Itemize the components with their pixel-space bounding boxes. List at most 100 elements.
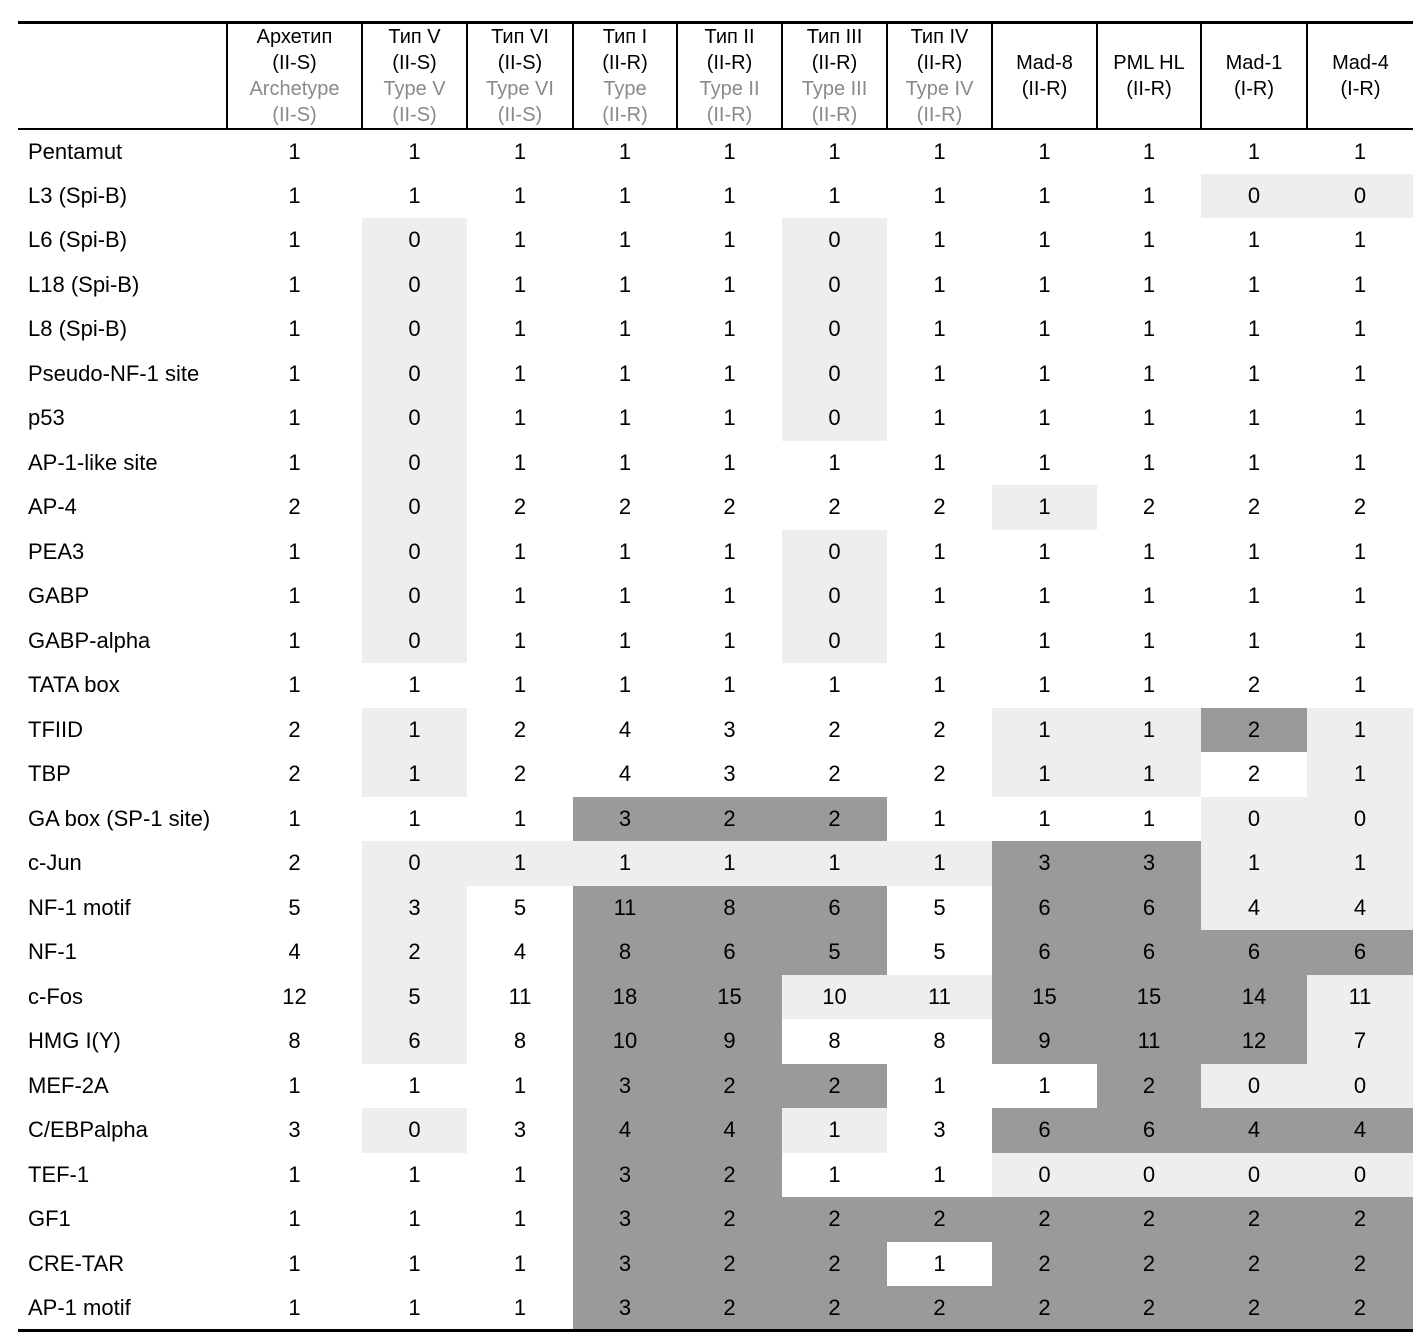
column-header-type-ii: Тип II (II-R) Type II (II-R): [676, 22, 782, 129]
value-cell-type-iii: 1: [828, 449, 841, 475]
header-line-gray: Type: [603, 78, 647, 100]
value-cell-type-vi: 1: [467, 841, 573, 886]
value-cell-mad-8: 2: [992, 1197, 1097, 1242]
value-cell-mad-8: 1: [1038, 405, 1051, 431]
value-cell-type-ii: 9: [677, 1019, 782, 1064]
value-cell-mad-8: 15: [992, 974, 1097, 1019]
value-cell-archetype: 1: [288, 405, 301, 431]
value-cell-mad-1: 1: [1247, 583, 1261, 609]
value-cell-type-ii: 1: [723, 672, 736, 698]
value-cell-type-vi: 1: [513, 1294, 527, 1320]
value-cell-archetype: 1: [288, 449, 301, 475]
value-cell-archetype: 1: [288, 271, 301, 297]
value-cell-type-ii: 2: [677, 1241, 782, 1286]
value-cell-type-iii: 2: [828, 494, 841, 520]
value-cell-archetype: 1: [288, 138, 301, 164]
value-cell-type-ii: 1: [723, 182, 736, 208]
value-cell-archetype: 1: [288, 1206, 301, 1232]
value-cell-type-iv: 3: [933, 1117, 946, 1143]
value-cell-type-iv: 1: [933, 672, 946, 698]
value-cell-type-vi: 1: [513, 805, 527, 831]
value-cell-mad-1: 0: [1201, 173, 1307, 218]
column-header-archetype: Архетип (II-S) Archetype (II-S): [226, 22, 362, 129]
row-label: c-Fos: [28, 983, 83, 1009]
value-cell-type-v: 0: [362, 1108, 467, 1153]
table-body: Pentamut 1 1 1 1 1 1 1 1 1 1 1 L3 (Spi-B) 1 1 1 1 1 1 1 1 1 0 0…: [18, 129, 1413, 1331]
value-cell-type-iv: 1: [933, 182, 946, 208]
value-cell-mad-4: 11: [1307, 974, 1413, 1019]
table-row: CRE-TAR 1 1 1 3 2 2 1 2 2 2 2: [18, 1241, 1413, 1286]
value-cell-type-i: 1: [618, 138, 632, 164]
value-cell-pml-hl: 2: [1142, 494, 1156, 520]
header-line-gray: (II-R): [602, 104, 648, 126]
table-row: c-Fos 12 5 11 18 15 10 11 15 15 14 11: [18, 974, 1413, 1019]
value-cell-mad-1: 2: [1201, 1197, 1307, 1242]
table-row: GABP-alpha 1 0 1 1 1 0 1 1 1 1 1: [18, 618, 1413, 663]
value-cell-archetype: 5: [288, 894, 301, 920]
value-cell-archetype: 4: [288, 939, 301, 965]
row-label: TATA box: [28, 672, 120, 698]
value-cell-archetype: 1: [288, 805, 301, 831]
value-cell-type-v: 1: [408, 138, 421, 164]
value-cell-type-v: 5: [362, 974, 467, 1019]
header-line-black: (II-S): [392, 52, 437, 74]
value-cell-type-vi: 1: [513, 1206, 527, 1232]
value-cell-type-v: 0: [362, 485, 467, 530]
header-line-black: (II-R): [706, 52, 753, 74]
value-cell-pml-hl: 2: [1097, 1197, 1201, 1242]
row-label: TBP: [28, 761, 71, 787]
value-cell-type-ii: 1: [723, 538, 736, 564]
value-cell-type-iv: 1: [933, 1250, 946, 1276]
value-cell-pml-hl: 2: [1097, 1063, 1201, 1108]
value-cell-type-i: 2: [618, 494, 632, 520]
row-label: AP-1 motif: [28, 1294, 131, 1320]
value-cell-mad-4: 1: [1307, 707, 1413, 752]
table-row: TBP 2 1 2 4 3 2 2 1 1 2 1: [18, 752, 1413, 797]
header-line-gray: Type IV: [905, 78, 974, 100]
value-cell-mad-4: 0: [1307, 173, 1413, 218]
value-cell-pml-hl: 1: [1142, 449, 1156, 475]
value-cell-mad-4: 4: [1307, 885, 1413, 930]
value-cell-pml-hl: 1: [1142, 672, 1156, 698]
corner-cell: [18, 23, 227, 130]
table-row: L8 (Spi-B) 1 0 1 1 1 0 1 1 1 1 1: [18, 307, 1413, 352]
header-line-black: Тип IV: [910, 26, 969, 48]
value-cell-mad-1: 12: [1201, 1019, 1307, 1064]
value-cell-type-iii: 0: [782, 262, 887, 307]
value-cell-type-ii: 1: [723, 271, 736, 297]
value-cell-mad-8: 1: [1038, 583, 1051, 609]
value-cell-pml-hl: 6: [1097, 1108, 1201, 1153]
header-line-black: Тип V: [388, 26, 441, 48]
value-cell-mad-1: 2: [1247, 761, 1261, 787]
table-row: Pseudo-NF-1 site 1 0 1 1 1 0 1 1 1 1 1: [18, 351, 1413, 396]
value-cell-type-i: 1: [618, 316, 632, 342]
value-cell-type-vi: 1: [513, 538, 527, 564]
value-cell-type-ii: 3: [723, 716, 736, 742]
value-cell-archetype: 1: [288, 538, 301, 564]
row-label: L8 (Spi-B): [28, 316, 128, 342]
value-cell-type-vi: 1: [513, 360, 527, 386]
header-line-black: (II-S): [272, 52, 317, 74]
value-cell-type-v: 0: [362, 841, 467, 886]
row-label: HMG I(Y): [28, 1028, 121, 1054]
value-cell-pml-hl: 6: [1097, 885, 1201, 930]
header-line-black: (II-R): [916, 52, 963, 74]
table-row: L18 (Spi-B) 1 0 1 1 1 0 1 1 1 1 1: [18, 262, 1413, 307]
value-cell-mad-4: 1: [1307, 752, 1413, 797]
value-cell-mad-8: 2: [992, 1241, 1097, 1286]
value-cell-mad-1: 1: [1201, 841, 1307, 886]
header-row: Архетип (II-S) Archetype (II-S) Тип V (II-S) T…: [18, 22, 1413, 130]
value-cell-type-iii: 1: [828, 1161, 841, 1187]
value-cell-mad-1: 0: [1201, 1152, 1307, 1197]
value-cell-mad-4: 0: [1307, 1152, 1413, 1197]
value-cell-mad-4: 1: [1353, 316, 1367, 342]
table-row: AP-4 2 0 2 2 2 2 2 1 2 2 2: [18, 485, 1413, 530]
value-cell-type-vi: 1: [513, 138, 527, 164]
value-cell-mad-8: 1: [1038, 1072, 1051, 1098]
value-cell-pml-hl: 2: [1097, 1286, 1201, 1331]
value-cell-pml-hl: 3: [1097, 841, 1201, 886]
value-cell-type-ii: 1: [723, 138, 736, 164]
value-cell-mad-1: 1: [1247, 316, 1261, 342]
value-cell-type-v: 1: [362, 707, 467, 752]
value-cell-type-v: 0: [362, 218, 467, 263]
